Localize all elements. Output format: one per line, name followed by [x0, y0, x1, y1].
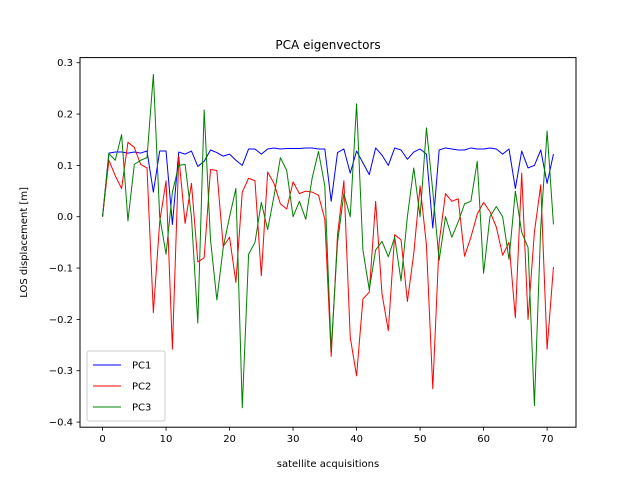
y-tick-label: 0.2	[57, 110, 73, 121]
x-axis: 0 10 20 30 40 50 60 70	[99, 427, 553, 445]
series-layer	[102, 74, 554, 409]
legend-label-pc3: PC3	[132, 403, 151, 414]
x-tick-label: 50	[414, 434, 427, 445]
legend: PC1 PC2 PC3	[86, 350, 166, 422]
legend-label-pc2: PC2	[132, 382, 151, 393]
y-tick-label: −0.1	[49, 264, 73, 275]
x-tick-label: 0	[99, 434, 105, 445]
x-tick-label: 10	[160, 434, 173, 445]
y-tick-label: 0.3	[57, 58, 73, 69]
x-axis-label: satellite acquisitions	[277, 459, 379, 470]
chart-title: PCA eigenvectors	[275, 38, 380, 52]
x-tick-label: 60	[477, 434, 490, 445]
y-tick-label: −0.4	[49, 418, 73, 429]
legend-label-pc1: PC1	[132, 361, 151, 372]
series-line-pc3	[102, 74, 554, 409]
y-tick-label: −0.2	[49, 315, 73, 326]
y-tick-label: 0.0	[57, 212, 73, 223]
x-tick-label: 40	[350, 434, 363, 445]
x-tick-label: 20	[223, 434, 236, 445]
x-tick-label: 30	[287, 434, 300, 445]
y-tick-label: −0.3	[49, 366, 73, 377]
x-tick-label: 70	[541, 434, 554, 445]
plot-frame	[79, 57, 577, 428]
y-tick-label: 0.1	[57, 161, 73, 172]
y-axis-label: LOS displacement [m]	[19, 187, 30, 298]
y-axis: −0.4 −0.3 −0.2 −0.1 0.0 0.1 0.2 0.3	[49, 58, 80, 429]
series-line-pc2	[102, 141, 554, 390]
series-line-pc1	[102, 147, 554, 229]
legend-box	[86, 350, 166, 422]
